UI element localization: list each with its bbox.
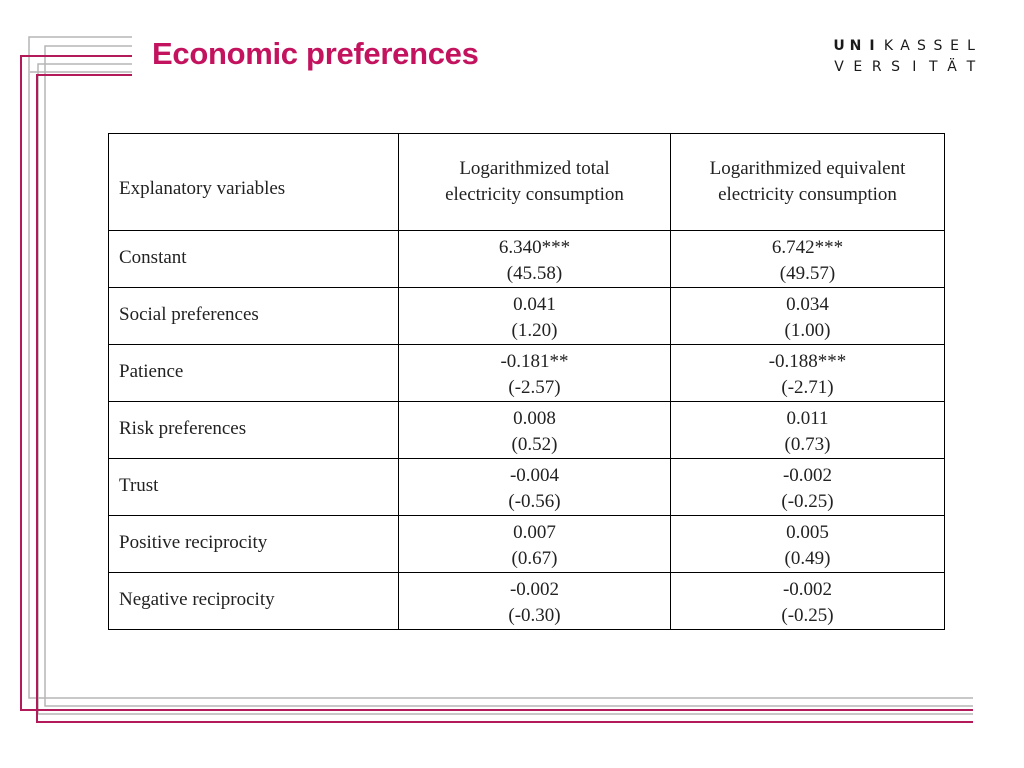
frame-magenta-line — [36, 74, 973, 723]
logo-letter: V — [834, 59, 844, 75]
variable-name-cell: Social preferences — [108, 287, 399, 345]
header-equivalent-line-1: Logarithmized equivalent — [709, 158, 906, 179]
logo-letter: K — [883, 38, 894, 54]
logo-letter: N — [849, 38, 862, 54]
coefficient-value: -0.002 — [509, 579, 560, 600]
header-total-consumption: Logarithmized total electricity consumpt… — [398, 133, 671, 231]
t-statistic-value: (-0.25) — [781, 491, 834, 512]
t-statistic-value: (0.67) — [511, 548, 558, 569]
coefficient-value: 0.008 — [513, 408, 556, 429]
logo-letter: A — [900, 38, 910, 54]
variable-name-cell: Negative reciprocity — [108, 572, 399, 630]
table-row: Negative reciprocity -0.002 (-0.30) -0.002 (… — [108, 572, 945, 630]
total-coefficient-cell: -0.181** (-2.57) — [398, 344, 671, 402]
table-body: Constant 6.340*** (45.58) 6.742*** (49.57) So… — [108, 230, 945, 630]
slide-title: Economic preferences — [152, 36, 479, 71]
logo-letter: I — [869, 38, 875, 54]
variable-name-cell: Risk preferences — [108, 401, 399, 459]
coefficient-value: 0.041 — [513, 294, 556, 315]
logo-letter: T — [928, 59, 938, 75]
logo-letter: T — [966, 59, 976, 75]
equivalent-coefficient-cell: 0.011 (0.73) — [670, 401, 945, 459]
logo-letter: Ä — [947, 59, 957, 75]
frame-magenta-line — [20, 55, 973, 711]
table-row: Risk preferences 0.008 (0.52) 0.011 (0.73) — [108, 401, 945, 459]
variable-name-cell: Constant — [108, 230, 399, 288]
t-statistic-value: (-0.25) — [781, 605, 834, 626]
total-coefficient-cell: -0.004 (-0.56) — [398, 458, 671, 516]
coefficient-value: 6.742*** — [771, 237, 844, 258]
variable-name-cell: Positive reciprocity — [108, 515, 399, 573]
t-statistic-value: (-0.56) — [508, 491, 561, 512]
variable-name-cell: Patience — [108, 344, 399, 402]
t-statistic-value: (0.52) — [511, 434, 558, 455]
table-row: Social preferences 0.041 (1.20) 0.034 (1.00) — [108, 287, 945, 345]
logo-letter: E — [950, 38, 959, 54]
table-row: Patience -0.181** (-2.57) -0.188*** (-2.71) — [108, 344, 945, 402]
header-equivalent-consumption: Logarithmized equivalent electricity con… — [670, 133, 945, 231]
table-row: Trust -0.004 (-0.56) -0.002 (-0.25) — [108, 458, 945, 516]
table-header-row: Explanatory variables Logarithmized tota… — [108, 133, 945, 231]
coefficient-value: 0.005 — [786, 522, 829, 543]
logo-letter: S — [933, 38, 943, 54]
header-explanatory-variables: Explanatory variables — [108, 133, 399, 231]
header-equivalent-line-2: electricity consumption — [718, 184, 897, 205]
results-table-container: Explanatory variables Logarithmized tota… — [108, 133, 945, 630]
equivalent-coefficient-cell: 0.005 (0.49) — [670, 515, 945, 573]
regression-results-table: Explanatory variables Logarithmized tota… — [108, 133, 945, 630]
header-total-line-2: electricity consumption — [445, 184, 624, 205]
equivalent-coefficient-cell: -0.188*** (-2.71) — [670, 344, 945, 402]
t-statistic-value: (-2.57) — [508, 377, 561, 398]
frame-gray-line — [28, 36, 973, 699]
coefficient-value: 0.011 — [786, 408, 829, 429]
total-coefficient-cell: -0.002 (-0.30) — [398, 572, 671, 630]
logo-letter: E — [853, 59, 863, 75]
table-row: Constant 6.340*** (45.58) 6.742*** (49.57) — [108, 230, 945, 288]
frame-gray-line — [44, 45, 973, 707]
total-coefficient-cell: 0.008 (0.52) — [398, 401, 671, 459]
logo-letter: S — [891, 59, 900, 75]
header-total-line-1: Logarithmized total — [459, 158, 610, 179]
t-statistic-value: (-2.71) — [781, 377, 834, 398]
coefficient-value: -0.181** — [500, 351, 569, 372]
logo-letter: L — [967, 38, 975, 54]
t-statistic-value: (1.20) — [511, 320, 558, 341]
coefficient-value: 6.340*** — [498, 237, 571, 258]
total-coefficient-cell: 0.041 (1.20) — [398, 287, 671, 345]
logo-letter: U — [833, 38, 845, 54]
equivalent-coefficient-cell: -0.002 (-0.25) — [670, 458, 945, 516]
total-coefficient-cell: 6.340*** (45.58) — [398, 230, 671, 288]
t-statistic-value: (0.73) — [784, 434, 831, 455]
coefficient-value: -0.004 — [509, 465, 560, 486]
equivalent-coefficient-cell: 0.034 (1.00) — [670, 287, 945, 345]
t-statistic-value: (0.49) — [784, 548, 831, 569]
variable-name-cell: Trust — [108, 458, 399, 516]
total-coefficient-cell: 0.007 (0.67) — [398, 515, 671, 573]
equivalent-coefficient-cell: 6.742*** (49.57) — [670, 230, 945, 288]
coefficient-value: -0.188*** — [768, 351, 847, 372]
logo-letter: S — [917, 38, 926, 54]
t-statistic-value: (-0.30) — [508, 605, 561, 626]
t-statistic-value: (45.58) — [506, 263, 563, 284]
coefficient-value: -0.002 — [782, 579, 833, 600]
coefficient-value: 0.034 — [786, 294, 829, 315]
logo-letter: I — [912, 59, 917, 75]
coefficient-value: 0.007 — [513, 522, 556, 543]
coefficient-value: -0.002 — [782, 465, 833, 486]
t-statistic-value: (1.00) — [784, 320, 831, 341]
table-row: Positive reciprocity 0.007 (0.67) 0.005 (0.4… — [108, 515, 945, 573]
equivalent-coefficient-cell: -0.002 (-0.25) — [670, 572, 945, 630]
t-statistic-value: (49.57) — [779, 263, 836, 284]
logo-letter: R — [871, 59, 882, 75]
